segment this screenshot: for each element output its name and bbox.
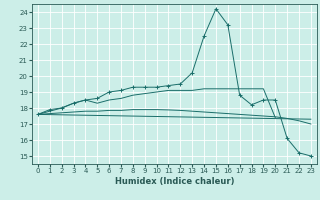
X-axis label: Humidex (Indice chaleur): Humidex (Indice chaleur) xyxy=(115,177,234,186)
